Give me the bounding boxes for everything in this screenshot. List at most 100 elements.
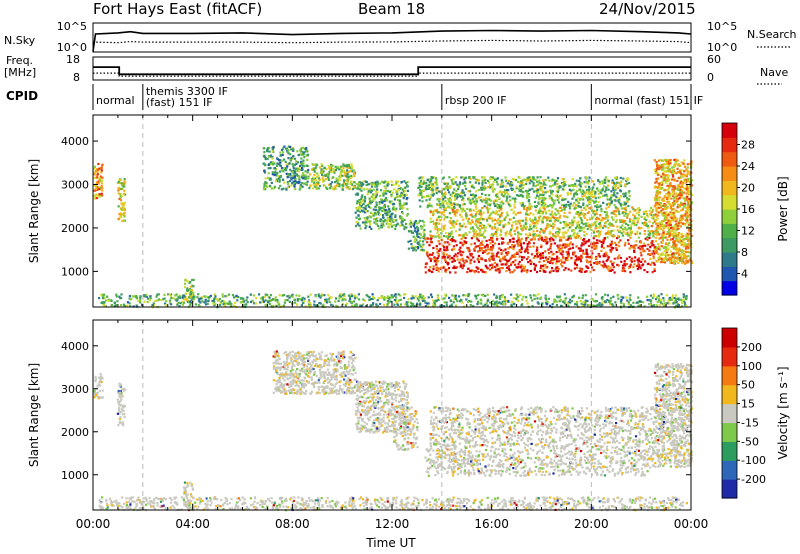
echo-cell [625,228,628,231]
nsky-label: N.Sky [4,34,36,47]
echo-cell [498,219,501,222]
echo-cell [525,180,528,183]
echo-cell [613,198,616,202]
echo-cell [453,205,456,209]
echo-cell [384,180,387,183]
echo-cell [675,238,678,241]
echo-cell [458,248,461,251]
echo-cell [424,186,427,190]
echo-cell [538,260,541,263]
echo-cell [686,180,689,183]
echo-cell [410,243,413,246]
echo-cell [536,248,539,251]
echo-cell [628,265,631,268]
echo-cell [446,188,450,191]
echo-cell [312,184,315,187]
echo-cell [117,205,120,208]
echo-cell [378,201,381,204]
echo-cell [657,206,661,209]
echo-cell [627,191,630,194]
echo-cell [513,203,516,206]
echo-cell [380,206,383,210]
echo-cell [475,179,478,182]
echo-cell [615,219,618,222]
echo-cell [526,247,529,250]
echo-cell [667,299,670,302]
echo-cell [648,249,651,252]
echo-cell [418,193,421,196]
echo-cell [262,188,266,191]
beam-label: Beam 18 [358,0,426,18]
echo-cell [568,204,571,207]
echo-cell [266,149,269,152]
echo-cell [533,267,536,270]
echo-cell [597,192,600,196]
echo-cell [509,271,512,274]
echo-cell [514,255,517,259]
echo-cell [679,259,682,262]
nave-label: Nave [760,66,788,79]
echo-cell [290,148,293,151]
echo-cell [657,227,660,230]
echo-cell [359,202,363,205]
echo-cell [605,187,608,190]
echo-cell [573,261,577,265]
echo-cell [554,234,557,237]
echo-cell [507,179,510,182]
echo-cell [627,213,630,216]
echo-cell [619,176,622,180]
echo-cell [612,247,615,250]
echo-cell [468,190,472,193]
echo-cell [321,177,324,180]
echo-cell [658,255,661,258]
echo-cell [192,291,195,294]
echo-cell [579,226,582,229]
echo-cell [414,227,417,230]
echo-cell [323,166,326,169]
echo-cell [639,248,642,251]
echo-cell [529,212,532,215]
echo-cell [591,199,594,202]
echo-cell [505,191,508,194]
echo-cell [609,266,612,269]
echo-cell [629,263,632,266]
echo-cell [96,170,99,174]
echo-cell [679,221,683,224]
echo-cell [680,235,683,238]
echo-cell [580,254,583,257]
echo-cell [526,242,529,245]
echo-cell [682,181,685,184]
echo-cell [420,177,424,180]
echo-cell [420,190,423,193]
echo-cell [561,208,564,211]
echo-cell [563,243,566,246]
echo-cell [397,189,401,192]
echo-cell [376,188,379,191]
echo-cell [383,192,386,195]
echo-cell [276,175,279,178]
echo-cell [356,192,359,195]
echo-cell [449,197,452,200]
echo-cell [372,208,375,211]
echo-cell [682,238,685,241]
echo-cell [365,210,368,213]
echo-cell [550,258,553,261]
echo-cell [650,244,653,247]
echo-cell [655,194,658,197]
echo-cell [561,246,564,249]
echo-cell [687,170,690,174]
echo-cell [630,224,633,227]
echo-cell [677,171,680,174]
echo-cell [573,229,576,232]
echo-cell [673,252,676,255]
echo-cell [637,214,641,217]
echo-cell [658,202,661,205]
echo-cell [541,210,544,213]
echo-cell [450,222,453,225]
echo-cell [119,178,122,182]
echo-cell [607,184,610,187]
echo-cell [674,163,677,166]
echo-cell [422,249,425,252]
echo-cell [519,202,522,205]
echo-cell [662,199,666,202]
